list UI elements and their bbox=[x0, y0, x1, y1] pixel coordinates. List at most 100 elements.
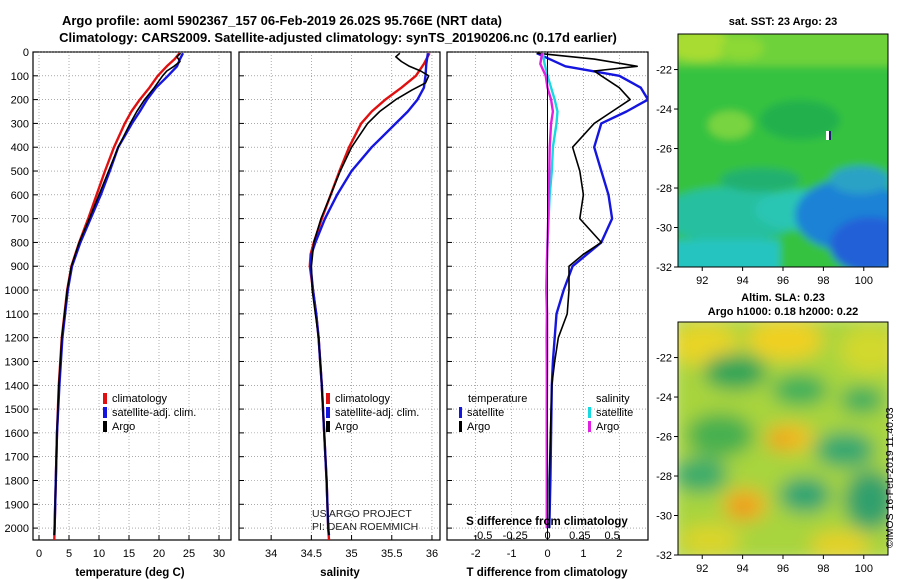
s-difference-tick-label: -0.5 bbox=[473, 530, 492, 542]
depth-tick-label: 2000 bbox=[5, 523, 29, 535]
legend-heading-salinity: salinity bbox=[596, 393, 630, 405]
legend-swatch-satellite bbox=[103, 407, 107, 418]
difference-tick-label: 0 bbox=[544, 548, 550, 560]
temperature-x-axis: 0 5 10 15 20 25 30 bbox=[36, 535, 225, 560]
map-y-tick-label: -24 bbox=[656, 104, 672, 116]
s-difference-tick-label: -0.25 bbox=[503, 530, 528, 542]
depth-tick-label: 1700 bbox=[5, 452, 29, 464]
temperature-legend: climatology satellite-adj. clim. Argo bbox=[103, 393, 196, 433]
map-y-tick-label: -26 bbox=[656, 432, 672, 444]
depth-tick-label: 100 bbox=[11, 71, 29, 83]
legend-label-t-argo: Argo bbox=[467, 421, 490, 433]
depth-tick-label: 1400 bbox=[5, 380, 29, 392]
temperature-tick-label: 0 bbox=[36, 548, 42, 560]
temperature-tick-label: 15 bbox=[123, 548, 135, 560]
s-difference-tick-label: 0.25 bbox=[569, 530, 590, 542]
legend-swatch-climatology bbox=[326, 393, 330, 404]
depth-tick-label: 900 bbox=[11, 261, 29, 273]
map-x-tick-label: 94 bbox=[736, 563, 748, 575]
depth-axis: 0 100 200 300 400 500 600 700 800 900 1000 1100 1200… bbox=[5, 47, 452, 535]
depth-tick-label: 800 bbox=[11, 237, 29, 249]
depth-tick-label: 1200 bbox=[5, 333, 29, 345]
map-y-tick-label: -22 bbox=[656, 65, 672, 77]
argo-position-marker bbox=[826, 131, 831, 140]
depth-tick-label: 500 bbox=[11, 166, 29, 178]
depth-tick-label: 1500 bbox=[5, 404, 29, 416]
depth-tick-label: 1000 bbox=[5, 285, 29, 297]
salinity-tick-label: 34 bbox=[265, 548, 277, 560]
legend-label-s-satellite: satellite bbox=[596, 407, 633, 419]
depth-tick-label: 1800 bbox=[5, 475, 29, 487]
salinity-series bbox=[308, 52, 431, 540]
credit-pi: PI: DEAN ROEMMICH bbox=[312, 521, 418, 533]
title-line-2: Climatology: CARS2009. Satellite-adjuste… bbox=[59, 30, 617, 45]
difference-tick-label: -1 bbox=[507, 548, 517, 560]
salinity-tick-label: 36 bbox=[426, 548, 438, 560]
title-line-1: Argo profile: aoml 5902367_157 06-Feb-20… bbox=[62, 13, 502, 28]
salinity-legend: climatology satellite-adj. clim. Argo bbox=[326, 393, 419, 433]
depth-tick-label: 0 bbox=[23, 47, 29, 59]
temperature-x-label: temperature (deg C) bbox=[75, 567, 184, 579]
sla-heatmap bbox=[678, 322, 888, 555]
map-x-tick-label: 94 bbox=[736, 275, 748, 287]
depth-tick-label: 400 bbox=[11, 142, 29, 154]
temperature-tick-label: 30 bbox=[213, 548, 225, 560]
legend-swatch-satellite bbox=[326, 407, 330, 418]
temperature-tick-label: 25 bbox=[183, 548, 195, 560]
difference-series bbox=[536, 52, 648, 540]
legend-label-satellite: satellite-adj. clim. bbox=[112, 407, 196, 419]
depth-tick-label: 600 bbox=[11, 190, 29, 202]
legend-label-climatology: climatology bbox=[112, 393, 168, 405]
salinity-tick-label: 35.5 bbox=[381, 548, 402, 560]
temperature-tick-label: 10 bbox=[93, 548, 105, 560]
s-difference-x-label: S difference from climatology bbox=[466, 516, 628, 528]
map-y-tick-label: -24 bbox=[656, 392, 672, 404]
series-line-t-argo bbox=[536, 52, 639, 529]
legend-swatch-s-satellite bbox=[588, 407, 591, 418]
difference-legend: temperature satellite Argo salinity sate… bbox=[459, 393, 633, 433]
map-y-tick-label: -26 bbox=[656, 144, 672, 156]
legend-label-s-argo: Argo bbox=[596, 421, 619, 433]
sst-map-axes: 92 94 96 98 100 -22 -24 -26 -28 -30 -32 bbox=[656, 65, 873, 287]
map-y-tick-label: -30 bbox=[656, 511, 672, 523]
salinity-tick-label: 35 bbox=[345, 548, 357, 560]
series-line-argo bbox=[310, 52, 430, 536]
map-y-tick-label: -22 bbox=[656, 353, 672, 365]
map-x-tick-label: 100 bbox=[855, 275, 873, 287]
depth-tick-label: 1300 bbox=[5, 356, 29, 368]
map-x-tick-label: 92 bbox=[696, 275, 708, 287]
legend-swatch-argo bbox=[326, 421, 330, 432]
salinity-tick-label: 34.5 bbox=[301, 548, 322, 560]
legend-swatch-climatology bbox=[103, 393, 107, 404]
legend-heading-temperature: temperature bbox=[468, 393, 527, 405]
map-x-tick-label: 96 bbox=[777, 563, 789, 575]
depth-tick-label: 1100 bbox=[5, 309, 29, 321]
legend-swatch-argo bbox=[103, 421, 107, 432]
series-line-argo bbox=[53, 52, 182, 536]
sst-map-title: sat. SST: 23 Argo: 23 bbox=[729, 16, 837, 28]
legend-label-argo: Argo bbox=[112, 421, 135, 433]
sla-map-title: Altim. SLA: 0.23 bbox=[741, 292, 825, 304]
temperature-series bbox=[53, 52, 185, 540]
depth-tick-label: 1900 bbox=[5, 499, 29, 511]
s-difference-tick-label: 0.5 bbox=[604, 530, 619, 542]
map-x-tick-label: 92 bbox=[696, 563, 708, 575]
depth-tick-label: 1600 bbox=[5, 428, 29, 440]
depth-tick-label: 300 bbox=[11, 118, 29, 130]
legend-label-argo: Argo bbox=[335, 421, 358, 433]
credit-project: US ARGO PROJECT bbox=[312, 508, 412, 520]
sst-heatmap bbox=[678, 34, 888, 267]
difference-tick-label: 2 bbox=[616, 548, 622, 560]
salinity-panel bbox=[238, 51, 441, 541]
t-difference-x-label: T difference from climatology bbox=[466, 567, 628, 579]
map-y-tick-label: -32 bbox=[656, 262, 672, 274]
watermark: ©IMOS 16-Feb-2019 11:40:03 bbox=[884, 407, 896, 548]
map-y-tick-label: -32 bbox=[656, 550, 672, 562]
map-x-tick-label: 98 bbox=[817, 275, 829, 287]
legend-label-satellite: satellite-adj. clim. bbox=[335, 407, 419, 419]
sla-map-subtitle: Argo h1000: 0.18 h2000: 0.22 bbox=[708, 306, 858, 318]
temperature-tick-label: 20 bbox=[153, 548, 165, 560]
map-x-tick-label: 100 bbox=[855, 563, 873, 575]
depth-tick-label: 700 bbox=[11, 214, 29, 226]
sla-map-axes: 92 94 96 98 100 -22 -24 -26 -28 -30 -32 bbox=[656, 353, 873, 575]
